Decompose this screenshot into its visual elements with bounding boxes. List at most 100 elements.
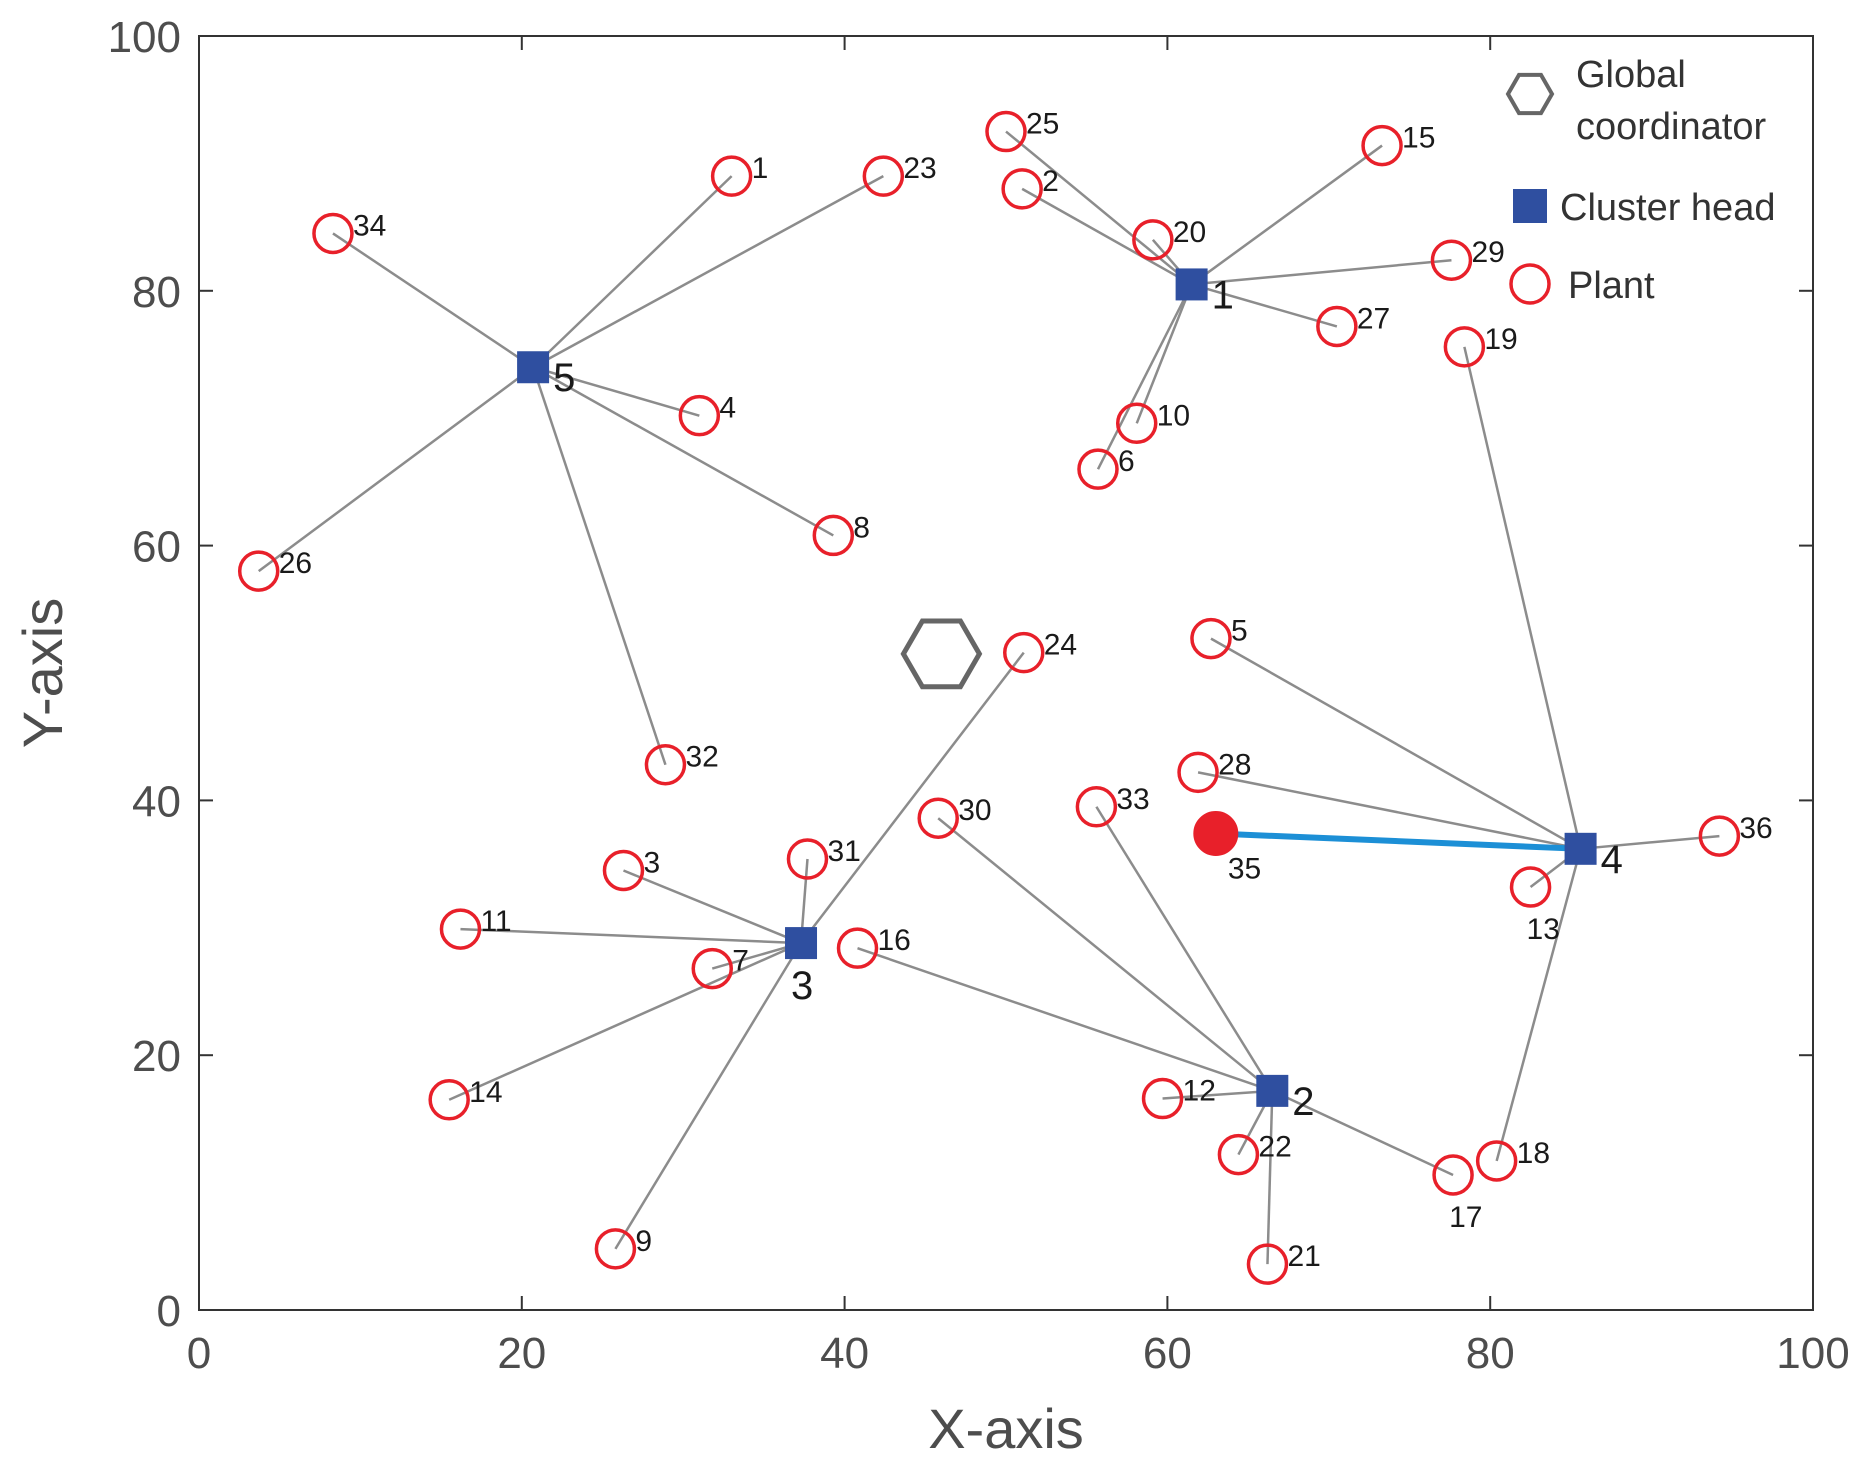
plant-marker [1316, 305, 1358, 348]
plant-label: 7 [732, 945, 749, 978]
plant-label: 16 [878, 924, 911, 957]
global-coordinator-group [900, 618, 983, 690]
cluster-head-label: 2 [1292, 1080, 1314, 1124]
cluster-head-marker [1564, 832, 1597, 865]
y-tick-label: 100 [108, 13, 181, 62]
link-line [532, 366, 700, 417]
plant-label: 31 [827, 835, 860, 868]
link-line [1197, 771, 1581, 851]
y-tick-label: 0 [157, 1287, 181, 1336]
plant-marker [1475, 1140, 1518, 1182]
plant-marker [237, 550, 280, 592]
plant-label: 9 [635, 1225, 652, 1258]
plant-label: 15 [1402, 122, 1435, 155]
plant-marker [1430, 239, 1473, 281]
plant-marker [678, 394, 721, 437]
cluster-head-marker [1256, 1074, 1289, 1107]
legend-label: coordinator [1576, 106, 1766, 148]
legend-hexagon-icon [1505, 72, 1555, 116]
y-tick-label: 80 [132, 268, 181, 317]
plant-marker [1217, 1133, 1260, 1176]
plant-label: 14 [469, 1076, 502, 1109]
plant-marker [602, 849, 645, 892]
plant-label: 4 [719, 392, 736, 425]
x-axis-title: X-axis [928, 1397, 1084, 1460]
x-tick-label: 80 [1466, 1329, 1515, 1378]
link-line [448, 941, 802, 1101]
plant-marker [1432, 1154, 1474, 1196]
cluster-head-label: 5 [553, 356, 575, 400]
link-line [857, 947, 1273, 1093]
plant-marker [1075, 786, 1118, 828]
link-line [1271, 1089, 1454, 1177]
plant-marker [428, 1079, 470, 1121]
cluster-head-label: 3 [791, 964, 813, 1008]
plant-label: 1 [752, 152, 769, 185]
legend-circle-icon [1509, 263, 1551, 305]
plant-marker [1177, 751, 1219, 794]
plant-label: 25 [1026, 108, 1059, 141]
link-line [614, 942, 803, 1250]
link-line [1190, 144, 1383, 286]
legend: Global coordinator Cluster head Plant [1505, 54, 1775, 307]
plant-marker [1001, 168, 1043, 210]
plant-label: 21 [1287, 1240, 1320, 1273]
plant-label: 33 [1116, 783, 1149, 816]
x-tick-label: 40 [820, 1329, 869, 1378]
link-line [1191, 283, 1338, 328]
plant-label: 5 [1231, 615, 1248, 648]
plant-marker-highlighted [1193, 811, 1239, 857]
cluster-head-marker [785, 927, 818, 960]
plant-label: 36 [1739, 812, 1772, 845]
link-line [1191, 258, 1452, 286]
link-line [332, 232, 534, 369]
plant-marker [836, 927, 879, 969]
plant-label: 17 [1449, 1201, 1482, 1234]
plant-label: 18 [1517, 1137, 1550, 1170]
plant-marker [691, 947, 734, 990]
cluster-head-label: 4 [1601, 838, 1623, 882]
plant-label: 35 [1228, 853, 1261, 886]
plant-label: 13 [1527, 913, 1560, 946]
link-line [1210, 637, 1582, 850]
y-axis-ticks: 0 20 40 60 80 100 [108, 13, 1813, 1336]
link-line [532, 366, 834, 537]
x-tick-label: 0 [187, 1329, 211, 1378]
link-line [1096, 283, 1193, 470]
y-tick-label: 60 [132, 523, 181, 572]
plant-label: 10 [1157, 399, 1190, 432]
plant-marker [439, 908, 482, 950]
link-line [1495, 848, 1582, 1162]
cluster-head-marker [1175, 268, 1208, 301]
link-line [1021, 187, 1193, 286]
plant-marker [1190, 617, 1232, 660]
plant-label: 32 [685, 741, 718, 774]
legend-label: Global [1576, 54, 1686, 96]
plant-marker [917, 797, 959, 839]
plant-marker [862, 155, 905, 197]
plant-marker [1132, 219, 1174, 261]
link-line [623, 869, 802, 945]
plant-marker [1003, 631, 1045, 674]
plant-label: 28 [1218, 748, 1251, 781]
legend-label: Cluster head [1560, 187, 1775, 229]
plant-label: 20 [1173, 216, 1206, 249]
legend-square-icon [1513, 189, 1547, 223]
legend-label: Plant [1568, 265, 1655, 307]
link-line [531, 366, 667, 766]
plant-label: 27 [1357, 302, 1390, 335]
plant-label: 24 [1044, 629, 1077, 662]
plant-marker [594, 1228, 637, 1270]
plant-marker [1361, 124, 1403, 167]
x-tick-label: 100 [1776, 1329, 1849, 1378]
x-axis-ticks: 0 20 40 60 80 100 [187, 36, 1850, 1378]
global-coordinator-hexagon [900, 618, 983, 690]
cluster-head-label: 1 [1212, 273, 1234, 317]
plant-marker [985, 110, 1027, 153]
y-axis-title: Y-axis [11, 598, 74, 748]
plant-marker [644, 743, 687, 786]
link-line [1135, 283, 1193, 424]
plant-marker [1115, 402, 1158, 445]
plant-marker [1077, 448, 1119, 490]
plants-group: 1 234567891011121314151617181920212223242… [237, 108, 1773, 1285]
